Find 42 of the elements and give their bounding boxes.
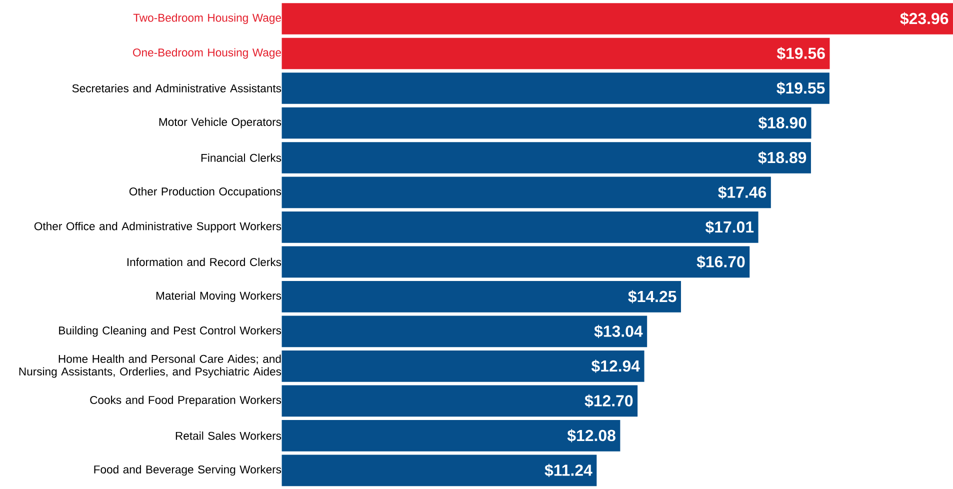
y-tick-label: Cooks and Food Preparation Workers [90, 396, 282, 406]
data-label: $19.55 [776, 82, 825, 95]
data-label: $17.01 [705, 220, 754, 234]
y-tick-label: Material Moving Workers [156, 291, 282, 302]
y-tick-label: Information and Record Clerks [127, 258, 282, 266]
bar [282, 280, 681, 312]
y-tick-label: Financial Clerks [201, 153, 282, 162]
data-label: $16.70 [696, 255, 745, 268]
y-tick-label: One-Bedroom Housing Wage [133, 48, 281, 59]
y-tick-label: Food and Beverage Serving Workers [94, 465, 282, 476]
data-label: $19.56 [776, 46, 825, 60]
bar [282, 350, 644, 382]
y-tick-label: Other Production Occupations [129, 187, 282, 198]
bar [282, 176, 771, 208]
bar [282, 72, 830, 104]
y-tick-label: Other Office and Administrative Support Workers [34, 222, 282, 232]
data-label: $12.08 [567, 429, 616, 442]
bar [282, 246, 750, 278]
y-tick-label: Two-Bedroom Housing Wage [133, 13, 281, 24]
data-label: $11.24 [544, 464, 592, 477]
data-label: $14.25 [628, 290, 676, 304]
bar [282, 454, 597, 486]
bar [282, 385, 638, 417]
y-tick-label: Home Health and Personal Care Aides; and Nursing Assistants, Orderlies, and Psychiatric Aides [19, 354, 282, 378]
bar [282, 316, 648, 348]
data-label: $13.04 [594, 324, 643, 338]
y-tick-label: Secretaries and Administrative Assistants [72, 84, 282, 92]
bar [282, 107, 812, 139]
data-label: $12.70 [584, 394, 633, 408]
y-tick-label: Motor Vehicle Operators [159, 118, 282, 128]
y-tick-label: Building Cleaning and Pest Control Workers [59, 326, 282, 337]
data-label: $23.96 [900, 12, 948, 26]
bar [282, 420, 620, 452]
data-label: $12.94 [591, 360, 640, 373]
bar [282, 38, 830, 70]
bar [282, 142, 811, 174]
data-label: $17.46 [718, 186, 766, 199]
bar [282, 212, 758, 243]
y-tick-label: Retail Sales Workers [176, 431, 282, 440]
data-label: $18.90 [758, 116, 806, 130]
data-label: $18.89 [758, 151, 806, 164]
bar [282, 3, 953, 34]
